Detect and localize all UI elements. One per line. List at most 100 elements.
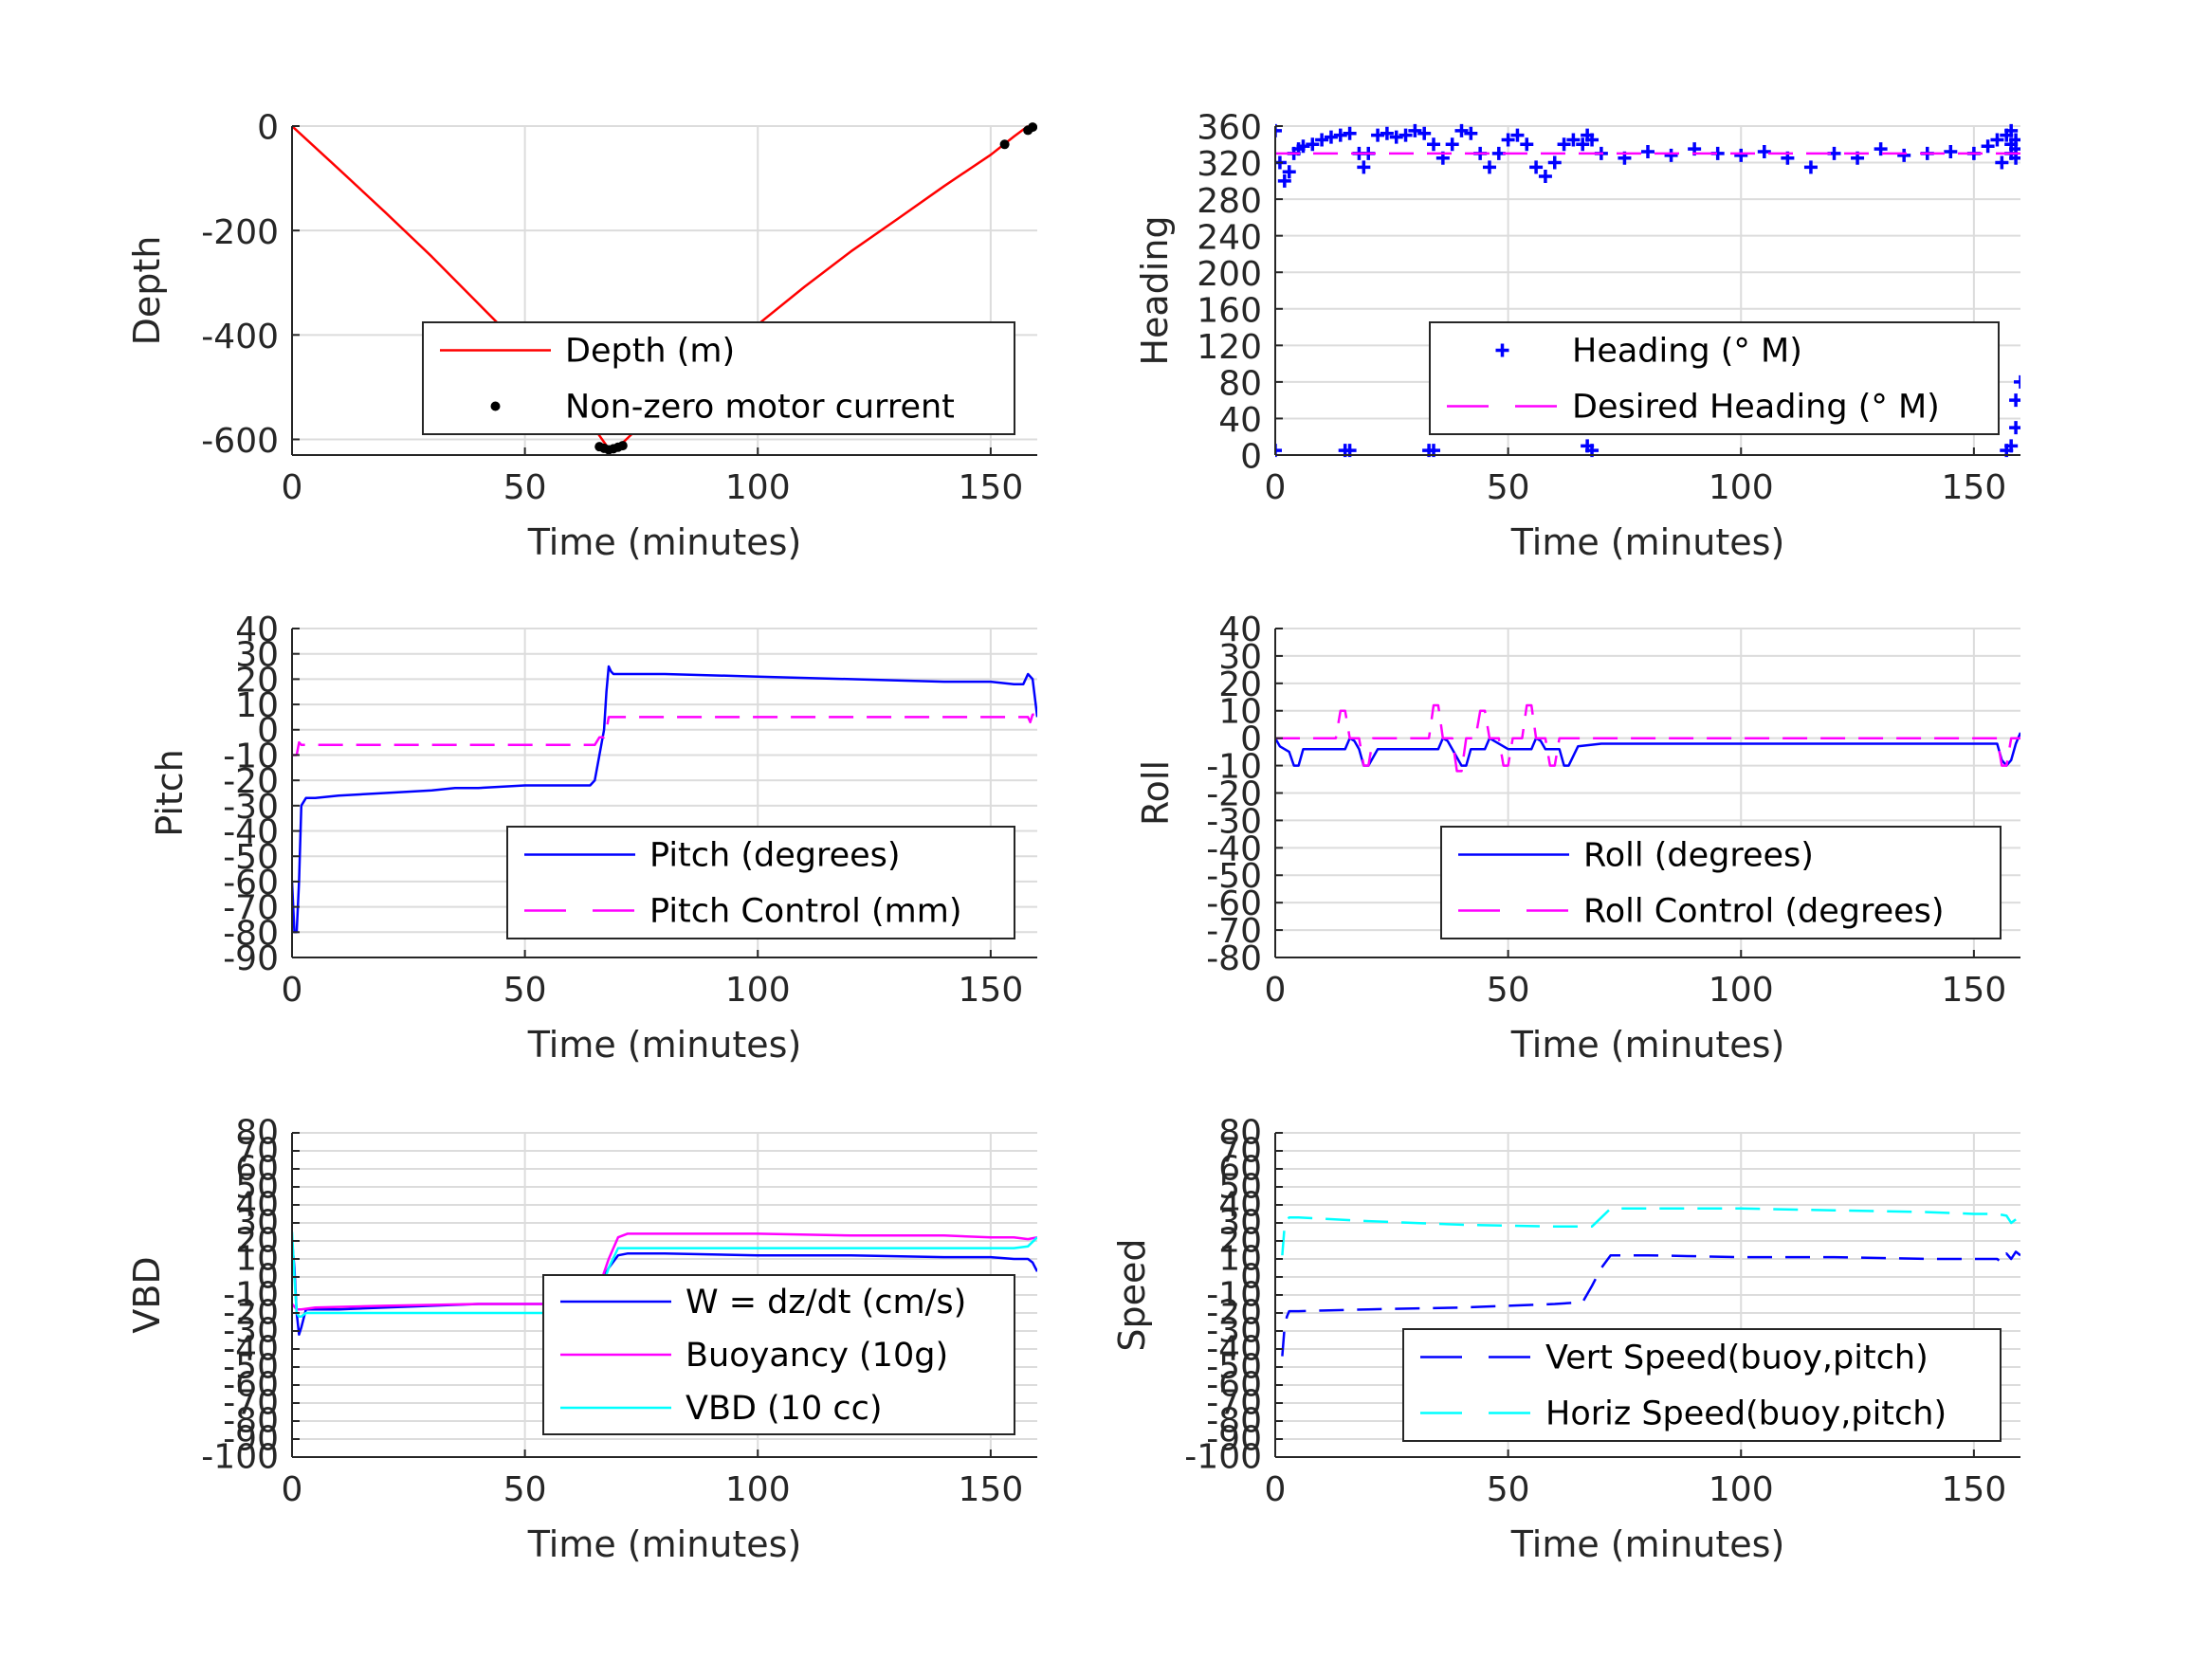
speed-ytick-label-15: -70 <box>1206 1384 1262 1423</box>
speed-ytick-label-5: 30 <box>1218 1204 1262 1243</box>
heading-series-0-point-61 <box>2004 123 2019 137</box>
roll-ytick-label-0: 40 <box>1218 611 1262 649</box>
heading-series-0-point-13 <box>1357 160 1371 174</box>
roll-ytick-label-3: 10 <box>1218 693 1262 732</box>
heading-ylabel: Heading <box>1134 215 1176 365</box>
heading-series-0-point-0 <box>1275 123 1282 137</box>
pitch-ytick-label-13: -90 <box>223 939 279 978</box>
vbd-legend-label-0: W = dz/dt (cm/s) <box>686 1284 966 1322</box>
pitch-series-0-line <box>292 665 1037 934</box>
depth-series-1-point-8 <box>1028 122 1037 133</box>
heading-series-0-point-16 <box>1380 126 1394 140</box>
roll-ytick-label-6: -20 <box>1206 775 1262 813</box>
heading-series-0-point-27 <box>1482 160 1496 174</box>
heading-series-0-point-9 <box>1324 130 1338 144</box>
heading-xtick-label-0: 0 <box>1265 468 1287 507</box>
speed-xlabel: Time (minutes) <box>1510 1523 1785 1565</box>
pitch-ylabel: Pitch <box>149 749 191 837</box>
heading-series-0-point-17 <box>1389 130 1403 144</box>
speed-ytick-label-3: 50 <box>1218 1168 1262 1207</box>
pitch-ytick-label-1: 30 <box>235 636 279 675</box>
speed-ytick-label-2: 60 <box>1218 1150 1262 1189</box>
roll-xtick-label-3: 150 <box>1942 971 2007 1010</box>
roll-xtick-label-2: 100 <box>1709 971 1774 1010</box>
roll-legend-box <box>1440 826 2002 939</box>
speed-ytick-label-1: 70 <box>1218 1132 1262 1171</box>
pitch-legend-label-0: Pitch (degrees) <box>649 837 901 875</box>
heading-series-0-point-67 <box>1275 444 1282 458</box>
vbd-xtick-label-1: 50 <box>503 1470 547 1509</box>
speed-ylabel: Speed <box>1111 1238 1153 1351</box>
pitch-ytick-label-9: -50 <box>223 838 279 877</box>
speed-series-0 <box>1281 1250 2020 1357</box>
depth-xtick-label-1: 50 <box>503 468 547 507</box>
roll-ytick-label-2: 20 <box>1218 665 1262 704</box>
depth-series-0-line <box>292 124 1029 450</box>
pitch-ytick-label-6: -20 <box>223 762 279 801</box>
heading-series-0-point-23 <box>1445 137 1459 152</box>
vbd-ytick-label-12: -40 <box>223 1330 279 1369</box>
depth-legend-box <box>422 321 1015 435</box>
pitch-ytick-label-12: -80 <box>223 914 279 953</box>
depth-series-1-point-6 <box>999 139 1010 150</box>
heading-ytick-label-9: 360 <box>1197 109 1262 148</box>
vbd-ytick-label-5: 30 <box>235 1204 279 1243</box>
speed-ytick-label-8: 0 <box>1240 1258 1262 1297</box>
heading-series-0-point-18 <box>1398 128 1413 142</box>
vbd-ytick-label-2: 60 <box>235 1150 279 1189</box>
vbd-ytick-label-13: -50 <box>223 1348 279 1387</box>
heading-series-0-point-49 <box>1803 160 1818 174</box>
pitch-xtick-label-1: 50 <box>503 971 547 1010</box>
speed-legend-label-0: Vert Speed(buoy,pitch) <box>1545 1340 1929 1377</box>
heading-series-0-point-36 <box>1566 133 1581 147</box>
vbd-legend-label-1: Buoyancy (10g) <box>686 1337 948 1375</box>
vbd-ytick-label-4: 40 <box>235 1186 279 1225</box>
vbd-series-1 <box>292 1232 1037 1311</box>
heading-series-0-point-46 <box>1734 148 1748 162</box>
speed-chart: 0 50 100 15080706050403020100-10-20-30-40-5… <box>1111 1114 2020 1565</box>
pitch-xtick-label-2: 100 <box>725 971 791 1010</box>
depth-series-1-point-5 <box>617 441 628 451</box>
pitch-ytick-label-11: -70 <box>223 889 279 928</box>
heading-series-0-point-2 <box>1277 173 1291 188</box>
depth-ytick-label-0: 0 <box>257 109 279 148</box>
depth-legend-label-1: Non-zero motor current <box>565 389 955 427</box>
heading-series-0-point-52 <box>1874 142 1888 156</box>
heading-series-0-point-11 <box>1343 126 1357 140</box>
vbd-ylabel: VBD <box>126 1256 168 1333</box>
pitch-chart: 0 50 100 150403020100-10-20-30-40-50-60-70-… <box>149 611 1037 1066</box>
heading-series-0-point-77 <box>2004 439 2019 453</box>
speed-ytick-label-14: -60 <box>1206 1366 1262 1405</box>
heading-series-0-point-29 <box>1501 133 1515 147</box>
speed-series-1 <box>1281 1207 2017 1256</box>
depth-xlabel: Time (minutes) <box>527 521 802 563</box>
speed-ytick-label-11: -30 <box>1206 1312 1262 1351</box>
speed-xtick-label-0: 0 <box>1265 1470 1287 1509</box>
roll-xtick-label-0: 0 <box>1265 971 1287 1010</box>
heading-legend-label-0: Heading (° M) <box>1572 333 1802 371</box>
heading-ytick-label-5: 200 <box>1197 255 1262 294</box>
vbd-ytick-label-8: 0 <box>257 1258 279 1297</box>
speed-ytick-label-0: 80 <box>1218 1114 1262 1153</box>
heading-legend-label-1: Desired Heading (° M) <box>1572 389 1940 427</box>
vbd-xtick-label-3: 150 <box>959 1470 1024 1509</box>
depth-xtick-label-2: 100 <box>725 468 791 507</box>
pitch-legend-box <box>506 826 1015 939</box>
heading-series-0-point-79 <box>2009 393 2020 408</box>
depth-ylabel: Depth <box>126 236 168 346</box>
heading-series-0-point-19 <box>1408 123 1422 137</box>
vbd-ytick-label-17: -90 <box>223 1420 279 1459</box>
pitch-series-1-line <box>292 713 1037 757</box>
vbd-ytick-label-9: -10 <box>223 1276 279 1315</box>
heading-series-0-point-78 <box>2009 421 2020 435</box>
vbd-ytick-label-7: 10 <box>235 1240 279 1279</box>
heading-xtick-label-1: 50 <box>1487 468 1530 507</box>
depth-chart: 0 50 100 150 0 -200 -400 -600 Time (minutes) Dept… <box>126 109 1037 563</box>
heading-series-0-point-3 <box>1282 165 1296 179</box>
vbd-legend-label-2: VBD (10 cc) <box>686 1390 883 1428</box>
depth-ytick-label-3: -600 <box>201 422 279 461</box>
heading-series-0-point-6 <box>1296 139 1310 154</box>
pitch-ytick-label-10: -60 <box>223 864 279 902</box>
speed-series-1-line <box>1281 1207 2017 1256</box>
pitch-legend: Pitch (degrees) Pitch Control (mm) <box>506 826 1015 939</box>
